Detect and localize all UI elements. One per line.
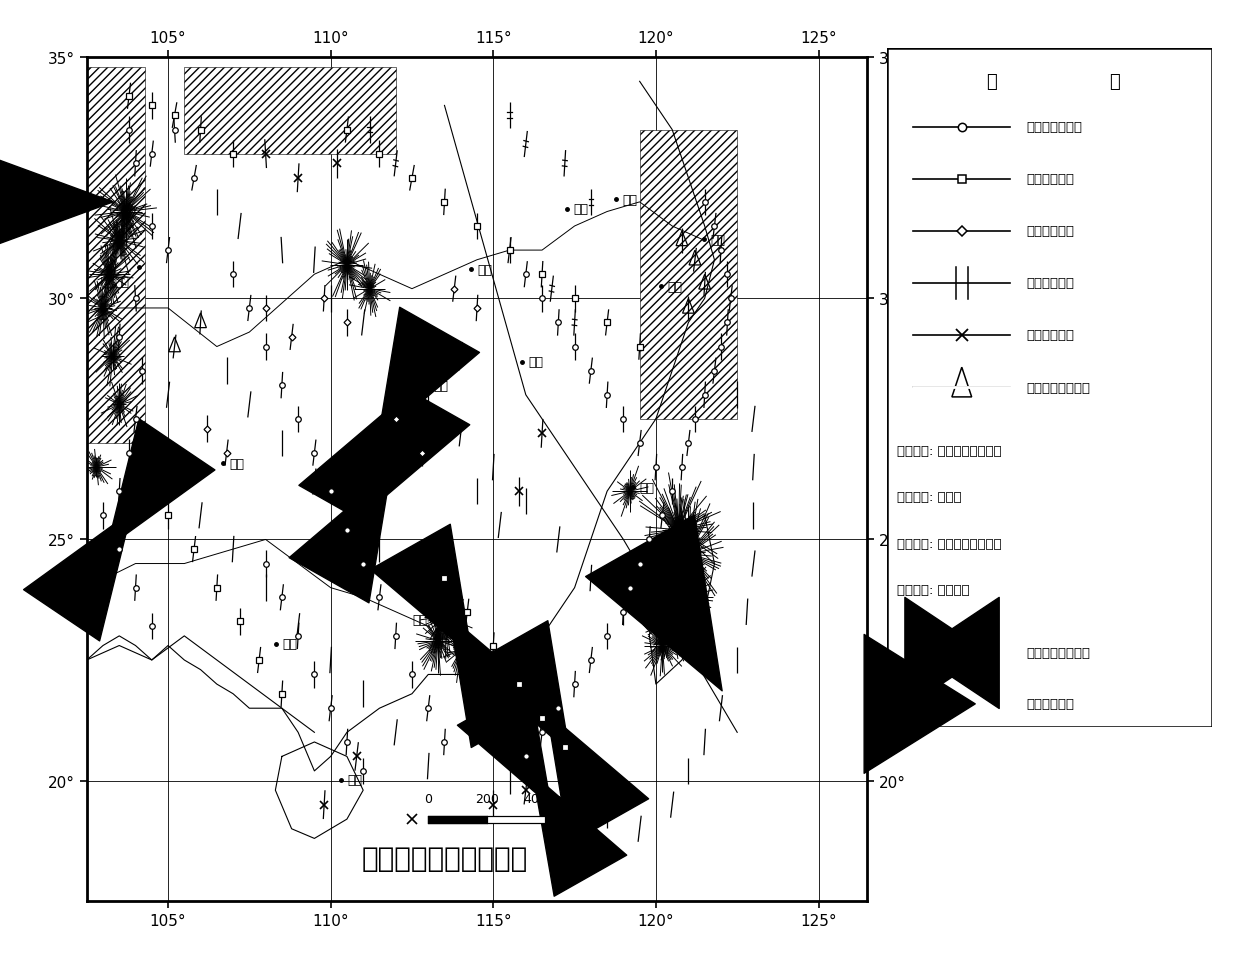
- Text: 应力解除数据: 应力解除数据: [1027, 277, 1074, 290]
- Text: 福州: 福州: [639, 482, 654, 494]
- Text: 南昌: 南昌: [529, 356, 544, 369]
- Text: 0: 0: [424, 792, 432, 805]
- Text: 图: 图: [986, 74, 996, 91]
- Text: 水压致裂数据: 水压致裂数据: [1027, 225, 1074, 238]
- FancyBboxPatch shape: [887, 48, 1212, 727]
- Text: 区域主压应力方向: 区域主压应力方向: [1027, 646, 1090, 660]
- Text: 合肥: 合肥: [574, 203, 589, 216]
- Polygon shape: [87, 68, 145, 444]
- Text: 武汉: 武汉: [477, 264, 492, 276]
- Text: 紫色数据: 逆断型或逆走滑型: 紫色数据: 逆断型或逆走滑型: [897, 537, 1001, 550]
- Text: 钻孔崩落数据: 钻孔崩落数据: [1027, 329, 1074, 342]
- Text: 成都: 成都: [114, 275, 129, 289]
- Text: 华南现代构造应力场图: 华南现代构造应力场图: [362, 844, 528, 872]
- Text: 广州: 广州: [413, 613, 427, 627]
- Polygon shape: [185, 68, 395, 154]
- Text: 红色数据: 正断型或正走滑型: 红色数据: 正断型或正走滑型: [897, 445, 1001, 457]
- Text: 绿色数据: 走滑型: 绿色数据: 走滑型: [897, 490, 961, 504]
- Text: 连续应力应变观测: 连续应力应变观测: [1027, 381, 1090, 394]
- Text: 震源机制解数据: 震源机制解数据: [1027, 121, 1083, 134]
- Text: 黑色数据: 无法确定: 黑色数据: 无法确定: [897, 583, 969, 597]
- Text: 400km: 400km: [524, 792, 567, 805]
- Text: 贵阳: 贵阳: [229, 457, 245, 470]
- Polygon shape: [639, 131, 737, 420]
- Text: 南宁: 南宁: [282, 638, 297, 650]
- Text: 杭州: 杭州: [668, 280, 683, 294]
- Text: 断层滑动资料: 断层滑动资料: [1027, 173, 1074, 186]
- Text: 南京: 南京: [623, 194, 638, 206]
- Text: 例: 例: [1109, 74, 1120, 91]
- Text: 长沙: 长沙: [434, 379, 449, 392]
- Text: 上海: 上海: [710, 234, 726, 247]
- Text: 海口: 海口: [348, 773, 363, 786]
- Text: 200: 200: [475, 792, 499, 805]
- Text: 板块运动方向: 板块运动方向: [1027, 698, 1074, 710]
